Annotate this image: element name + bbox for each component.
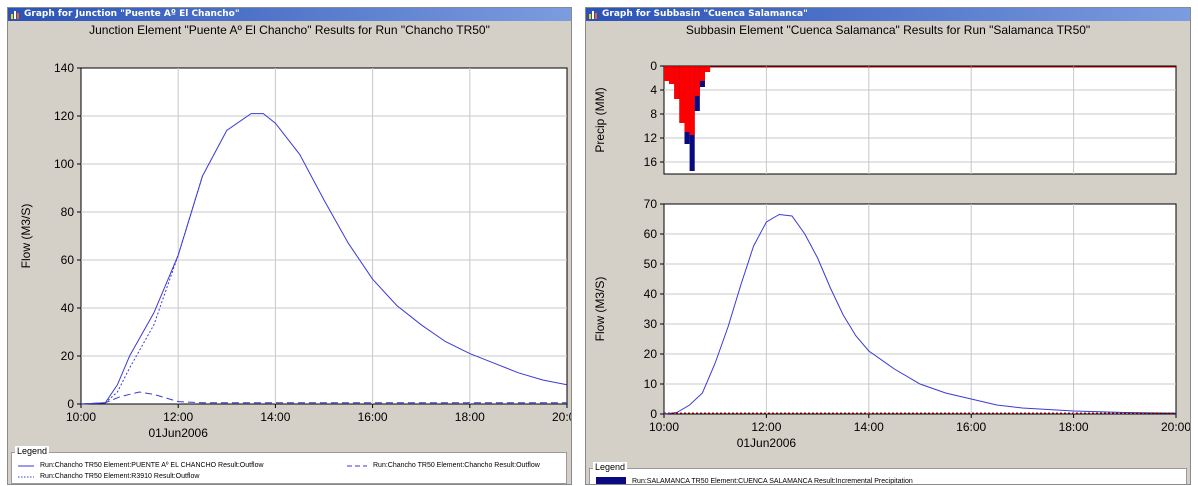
bar-swatch xyxy=(596,477,626,484)
y-tick-label: 4 xyxy=(650,83,657,97)
y-tick-label: 60 xyxy=(644,227,658,241)
y-tick-label: 20 xyxy=(644,347,658,361)
x-tick-label: 20:00 xyxy=(1161,420,1191,434)
graph-icon xyxy=(11,11,19,19)
chart-title: Subbasin Element "Cuenca Salamanca" Resu… xyxy=(685,23,1091,37)
y-tick-label: 0 xyxy=(67,397,74,411)
legend-item-puente-outflow: Run:Chancho TR50 Element:PUENTE Aº EL CH… xyxy=(18,462,264,469)
x-tick-label: 14:00 xyxy=(260,410,290,424)
y-tick-label: 30 xyxy=(644,317,658,331)
x-tick-label: 16:00 xyxy=(956,420,986,434)
precip-bar-excess xyxy=(679,66,685,123)
chart-title: Junction Element "Puente Aº El Chancho" … xyxy=(89,23,490,37)
precip-bar-excess xyxy=(664,66,670,81)
legend-item-incremental-precip: Run:SALAMANCA TR50 Element:CUENCA SALAMA… xyxy=(596,477,913,484)
plot-area xyxy=(663,203,1177,415)
legend-title: Legend xyxy=(593,462,628,472)
legend: Legend Run:SALAMANCA TR50 Element:CUENCA… xyxy=(589,462,1187,484)
precip-bar-excess xyxy=(669,66,675,84)
legend-item-chancho-outflow: Run:Chancho TR50 Element:Chancho Result:… xyxy=(347,462,540,469)
date-label: 01Jun2006 xyxy=(149,426,209,440)
y-tick-label: 100 xyxy=(54,157,74,171)
precip-bar-excess xyxy=(699,66,705,81)
series-line-solid xyxy=(663,213,1177,415)
y-tick-label: 40 xyxy=(644,287,658,301)
precip-bar-excess xyxy=(694,66,700,96)
subbasin-graph-window: Graph for Subbasin "Cuenca Salamanca" Su… xyxy=(585,7,1191,485)
y-tick-label: 60 xyxy=(61,253,75,267)
y-axis-label: Flow (M3/S) xyxy=(593,277,607,342)
dashed-line-swatch xyxy=(347,465,367,466)
y-tick-label: 50 xyxy=(644,257,658,271)
legend: Legend Run:Chancho TR50 Element:PUENTE A… xyxy=(11,446,567,484)
plot-area xyxy=(80,67,568,405)
x-tick-label: 14:00 xyxy=(854,420,884,434)
y-tick-label: 0 xyxy=(650,59,657,73)
x-tick-label: 12:00 xyxy=(163,410,193,424)
legend-item-r3910-outflow: Run:Chancho TR50 Element:R3910 Result:Ou… xyxy=(18,473,199,480)
y-tick-label: 120 xyxy=(54,109,74,123)
window-title: Graph for Subbasin "Cuenca Salamanca" xyxy=(602,9,808,19)
y-axis-label: Flow (M3/S) xyxy=(19,204,33,269)
precip-bar-excess xyxy=(689,66,695,135)
x-tick-label: 18:00 xyxy=(455,410,485,424)
precip-plot-area xyxy=(663,65,1177,175)
precip-bar-excess xyxy=(674,66,680,99)
y-tick-label: 0 xyxy=(650,407,657,421)
legend-title: Legend xyxy=(15,446,50,456)
y-tick-label: 8 xyxy=(650,107,657,121)
x-tick-label: 20:00 xyxy=(552,410,572,424)
y-tick-label: 10 xyxy=(644,377,658,391)
title-bar[interactable]: Graph for Subbasin "Cuenca Salamanca" xyxy=(586,8,1190,21)
y-tick-label: 20 xyxy=(61,349,75,363)
junction-graph-window: Graph for Junction "Puente Aº El Chancho… xyxy=(7,7,572,485)
title-bar[interactable]: Graph for Junction "Puente Aº El Chancho… xyxy=(8,8,571,21)
y-axis-label: Precip (MM) xyxy=(593,87,607,152)
series-line-dashed xyxy=(80,391,567,405)
series-line-solid xyxy=(80,113,568,405)
window-title: Graph for Junction "Puente Aº El Chancho… xyxy=(24,9,240,19)
y-tick-label: 140 xyxy=(54,61,74,75)
graph-icon xyxy=(589,11,597,19)
y-tick-label: 12 xyxy=(644,131,658,145)
x-tick-label: 10:00 xyxy=(649,420,679,434)
y-tick-label: 70 xyxy=(644,197,658,211)
x-tick-label: 12:00 xyxy=(751,420,781,434)
junction-flow-chart: 0 20 40 60 80 100 120 140 10:00 12:00 14:00 16:00 18… xyxy=(19,61,572,440)
date-label: 01Jun2006 xyxy=(737,436,797,450)
subbasin-precip-flow-chart: 0 4 8 12 16 Precip (MM) 0 10 20 30 40 50 60 70 10:00 12… xyxy=(593,59,1191,450)
y-tick-label: 16 xyxy=(644,155,658,169)
dotted-line-swatch xyxy=(18,476,34,477)
precip-bar-excess xyxy=(704,66,711,72)
x-tick-label: 16:00 xyxy=(358,410,388,424)
y-tick-label: 80 xyxy=(61,205,75,219)
x-tick-label: 18:00 xyxy=(1059,420,1089,434)
y-tick-label: 40 xyxy=(61,301,75,315)
precip-bar-excess xyxy=(684,66,690,132)
solid-line-swatch xyxy=(18,465,34,466)
x-tick-label: 10:00 xyxy=(66,410,96,424)
